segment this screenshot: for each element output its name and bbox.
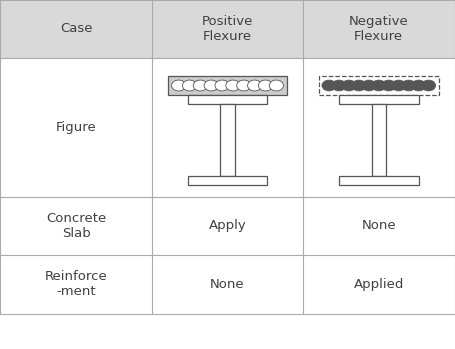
Text: Figure: Figure xyxy=(56,121,96,134)
Text: Concrete
Slab: Concrete Slab xyxy=(46,212,106,240)
Circle shape xyxy=(372,80,386,91)
Bar xyxy=(187,176,268,185)
Circle shape xyxy=(352,80,366,91)
Text: Positive
Flexure: Positive Flexure xyxy=(202,15,253,43)
Text: Case: Case xyxy=(60,22,92,35)
Bar xyxy=(339,176,419,185)
Circle shape xyxy=(382,80,396,91)
Circle shape xyxy=(204,80,218,91)
Text: Negative
Flexure: Negative Flexure xyxy=(349,15,409,43)
Circle shape xyxy=(226,80,240,91)
Bar xyxy=(319,76,439,95)
Circle shape xyxy=(322,80,336,91)
Bar xyxy=(0,0,455,58)
Bar xyxy=(372,104,386,176)
Bar xyxy=(168,76,287,95)
Bar xyxy=(187,95,268,104)
Circle shape xyxy=(172,80,186,91)
Circle shape xyxy=(237,80,251,91)
Circle shape xyxy=(362,80,376,91)
Circle shape xyxy=(258,80,273,91)
Circle shape xyxy=(421,80,435,91)
Text: None: None xyxy=(210,278,245,291)
Circle shape xyxy=(269,80,283,91)
Text: Apply: Apply xyxy=(209,220,246,232)
Text: Reinforce
-ment: Reinforce -ment xyxy=(45,270,107,298)
Text: None: None xyxy=(361,220,396,232)
Text: Applied: Applied xyxy=(354,278,404,291)
Circle shape xyxy=(392,80,406,91)
Circle shape xyxy=(411,80,426,91)
Circle shape xyxy=(193,80,207,91)
Circle shape xyxy=(215,80,229,91)
Circle shape xyxy=(248,80,262,91)
Circle shape xyxy=(182,80,197,91)
Circle shape xyxy=(402,80,416,91)
Bar xyxy=(339,95,419,104)
Circle shape xyxy=(332,80,346,91)
Bar xyxy=(220,104,235,176)
Circle shape xyxy=(342,80,356,91)
